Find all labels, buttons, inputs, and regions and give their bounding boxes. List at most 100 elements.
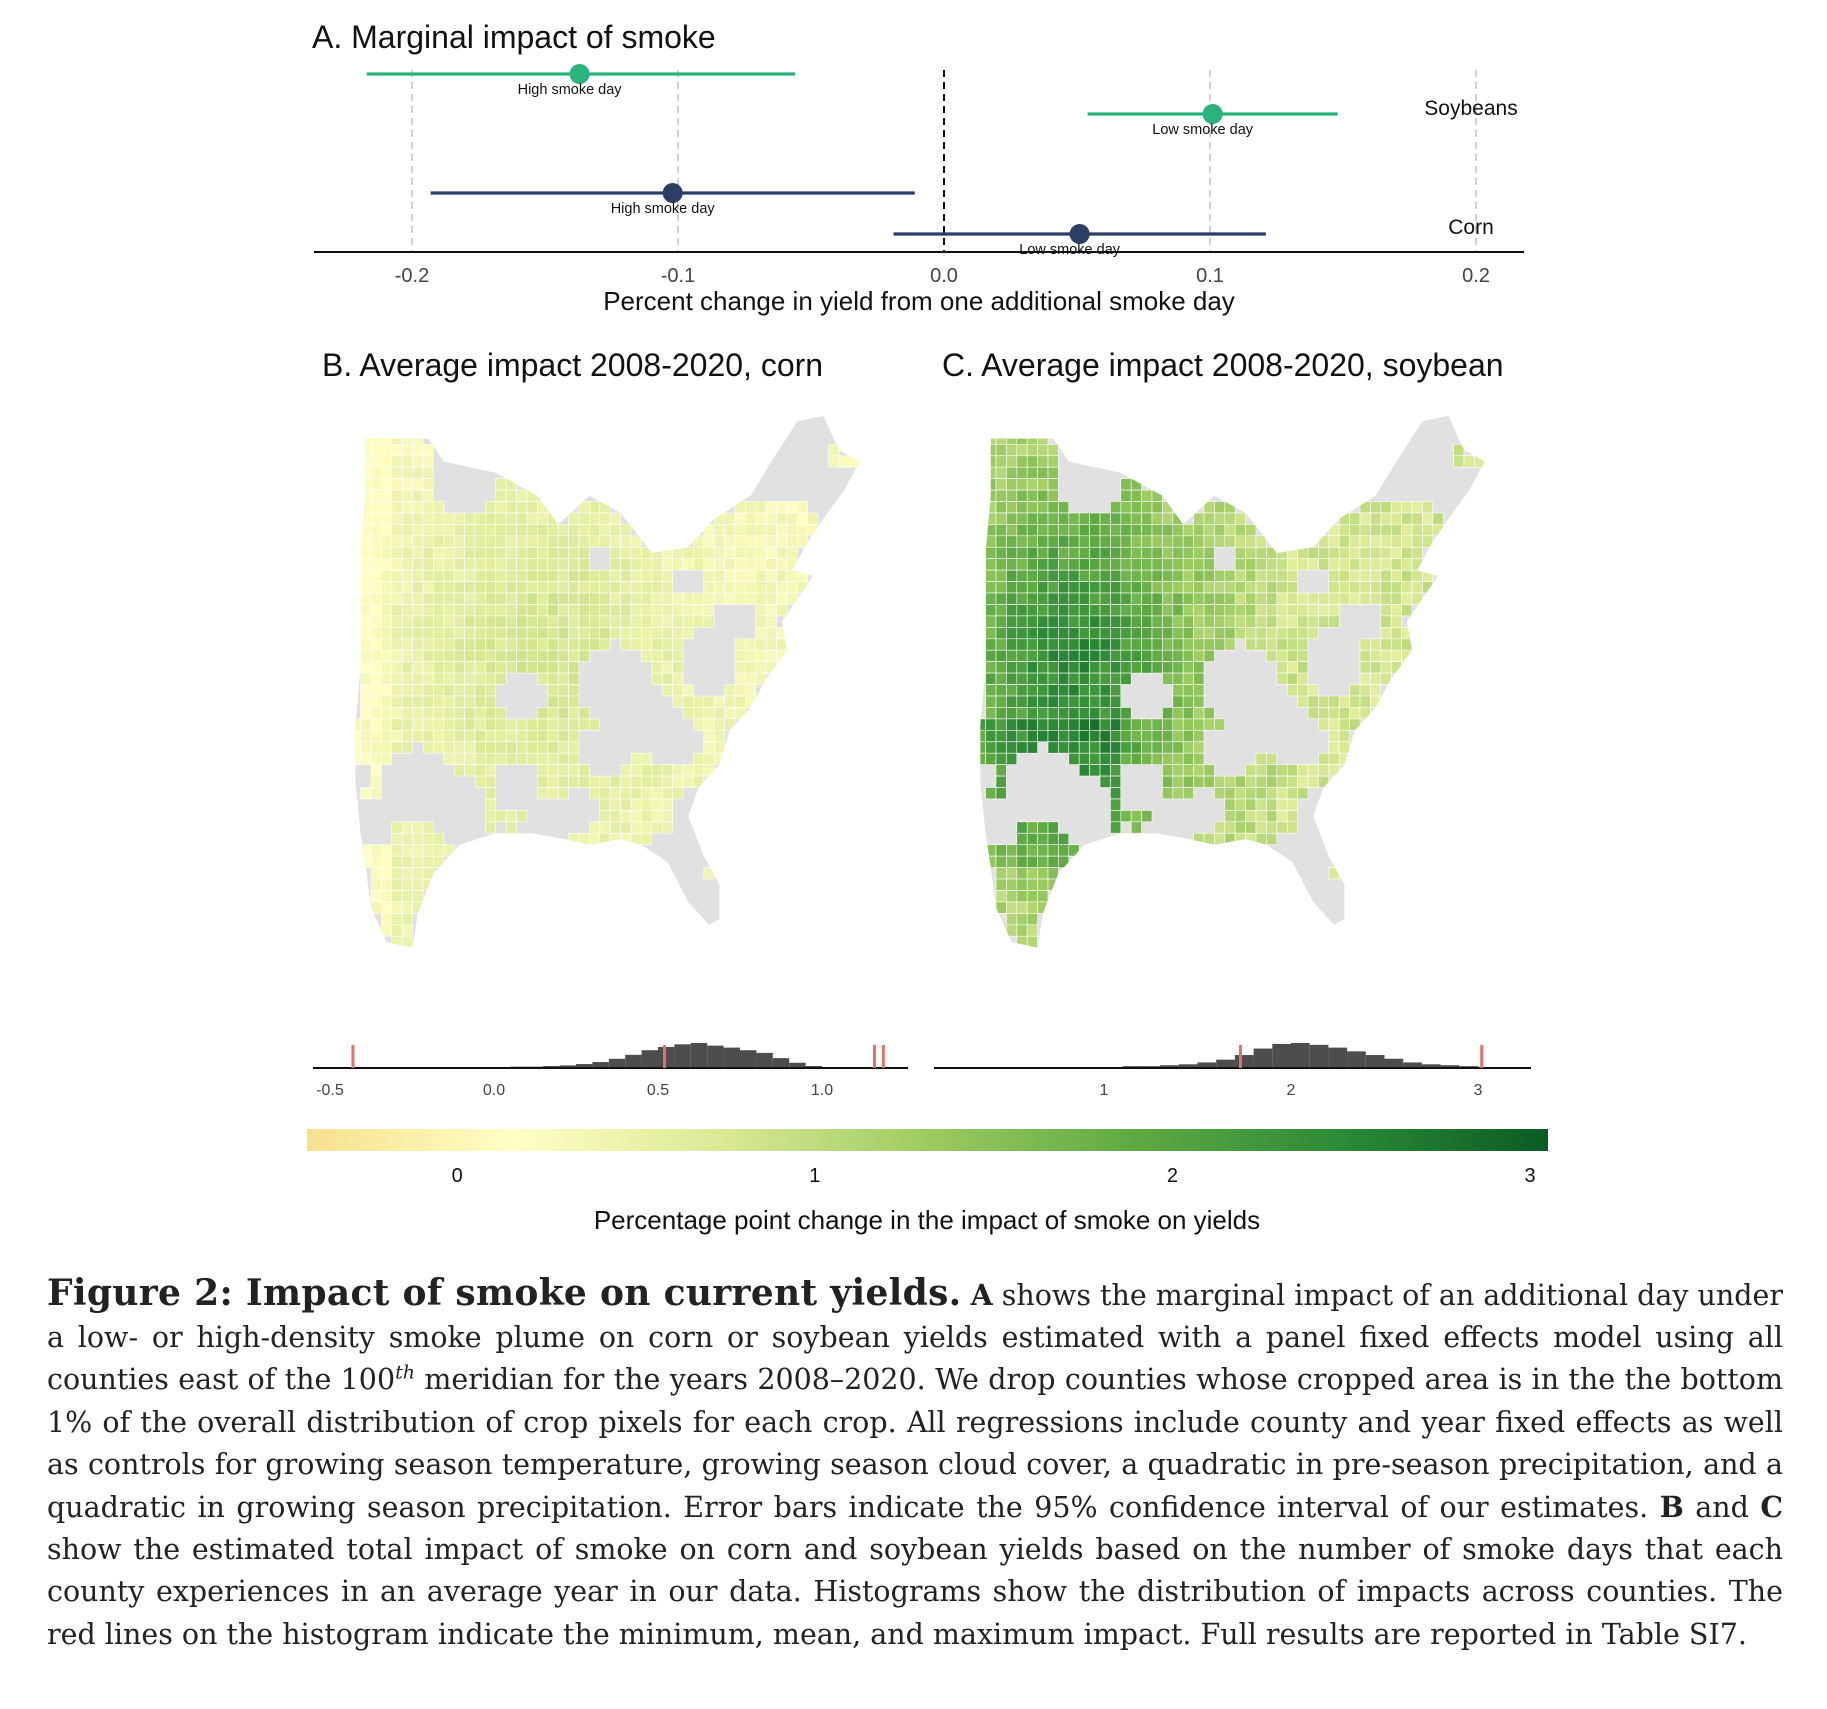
county-cell xyxy=(1266,821,1278,834)
county-cell xyxy=(1182,649,1194,662)
county-cell xyxy=(1089,546,1101,559)
county-cell xyxy=(1359,512,1371,525)
county-cell xyxy=(1234,592,1246,605)
county-cell xyxy=(995,787,1007,800)
county-cell xyxy=(526,604,538,617)
county-cell xyxy=(537,546,549,559)
county-cell xyxy=(516,524,528,537)
county-cell xyxy=(1338,707,1350,720)
county-cell xyxy=(682,695,694,708)
county-cell xyxy=(1234,775,1246,788)
county-cell xyxy=(1047,489,1059,502)
county-cell xyxy=(1359,672,1371,685)
county-cell xyxy=(1245,535,1257,548)
county-cell xyxy=(1297,546,1309,559)
county-cell xyxy=(1193,672,1205,685)
county-cell xyxy=(1026,832,1038,845)
county-cell xyxy=(776,627,788,640)
county-cell xyxy=(1245,615,1257,628)
county-cell xyxy=(422,455,434,468)
county-cell xyxy=(1245,787,1257,800)
county-cell xyxy=(537,627,549,640)
county-cell xyxy=(1411,512,1423,525)
county-cell xyxy=(693,558,705,571)
county-cell xyxy=(401,627,413,640)
county-cell xyxy=(568,752,580,765)
county-cell xyxy=(661,558,673,571)
county-cell xyxy=(474,672,486,685)
county-cell xyxy=(1162,661,1174,674)
county-cell xyxy=(765,661,777,674)
county-cell xyxy=(422,512,434,525)
county-cell xyxy=(765,524,777,537)
county-cell xyxy=(1078,535,1090,548)
county-cell xyxy=(1422,524,1434,537)
county-cell xyxy=(391,855,403,868)
county-cell xyxy=(1130,649,1142,662)
county-cell xyxy=(1266,798,1278,811)
county-cell xyxy=(464,512,476,525)
county-cell xyxy=(713,535,725,548)
county-cell xyxy=(1006,878,1018,891)
county-cell xyxy=(547,512,559,525)
county-cell xyxy=(1307,707,1319,720)
county-cell xyxy=(1130,581,1142,594)
county-cell xyxy=(1037,535,1049,548)
county-cell xyxy=(703,741,715,754)
county-cell xyxy=(516,558,528,571)
county-cell xyxy=(443,581,455,594)
county-cell xyxy=(995,752,1007,765)
county-cell xyxy=(995,478,1007,491)
county-cell xyxy=(1058,592,1070,605)
county-cell xyxy=(1224,512,1236,525)
county-cell xyxy=(1234,810,1246,823)
county-cell xyxy=(1130,638,1142,651)
county-cell xyxy=(578,558,590,571)
county-cell xyxy=(1141,649,1153,662)
county-cell xyxy=(370,627,382,640)
soybean-impact-map xyxy=(980,415,1485,948)
county-cell xyxy=(568,729,580,742)
county-cell xyxy=(797,512,809,525)
county-cell xyxy=(1370,546,1382,559)
county-cell xyxy=(495,638,507,651)
county-cell xyxy=(1006,524,1018,537)
county-cell xyxy=(485,707,497,720)
county-cell xyxy=(1276,810,1288,823)
county-cell xyxy=(641,558,653,571)
county-cell xyxy=(1089,627,1101,640)
county-cell xyxy=(422,478,434,491)
county-cell xyxy=(1016,604,1028,617)
county-cell xyxy=(526,581,538,594)
county-cell xyxy=(1349,569,1361,582)
county-cell xyxy=(1037,695,1049,708)
county-cell xyxy=(453,638,465,651)
county-cell xyxy=(1078,512,1090,525)
county-cell xyxy=(547,718,559,731)
county-cell xyxy=(1026,524,1038,537)
county-cell xyxy=(776,592,788,605)
county-cell xyxy=(1266,615,1278,628)
county-cell xyxy=(1026,844,1038,857)
county-cell xyxy=(630,764,642,777)
histogram-tick: 1.0 xyxy=(811,1082,833,1099)
county-cell xyxy=(1026,878,1038,891)
county-cell xyxy=(1016,695,1028,708)
county-cell xyxy=(381,581,393,594)
county-cell xyxy=(1141,592,1153,605)
county-cell xyxy=(1151,512,1163,525)
county-cell xyxy=(630,581,642,594)
county-cell xyxy=(1255,592,1267,605)
county-cell xyxy=(1130,604,1142,617)
county-cell xyxy=(1203,592,1215,605)
county-cell xyxy=(786,569,798,582)
county-cell xyxy=(557,741,569,754)
county-cell xyxy=(703,718,715,731)
histogram-bar xyxy=(1253,1048,1273,1068)
county-cell xyxy=(370,558,382,571)
county-cell xyxy=(1182,558,1194,571)
county-cell xyxy=(1463,455,1475,468)
county-cell xyxy=(1359,695,1371,708)
county-cell xyxy=(1068,638,1080,651)
county-cell xyxy=(391,455,403,468)
